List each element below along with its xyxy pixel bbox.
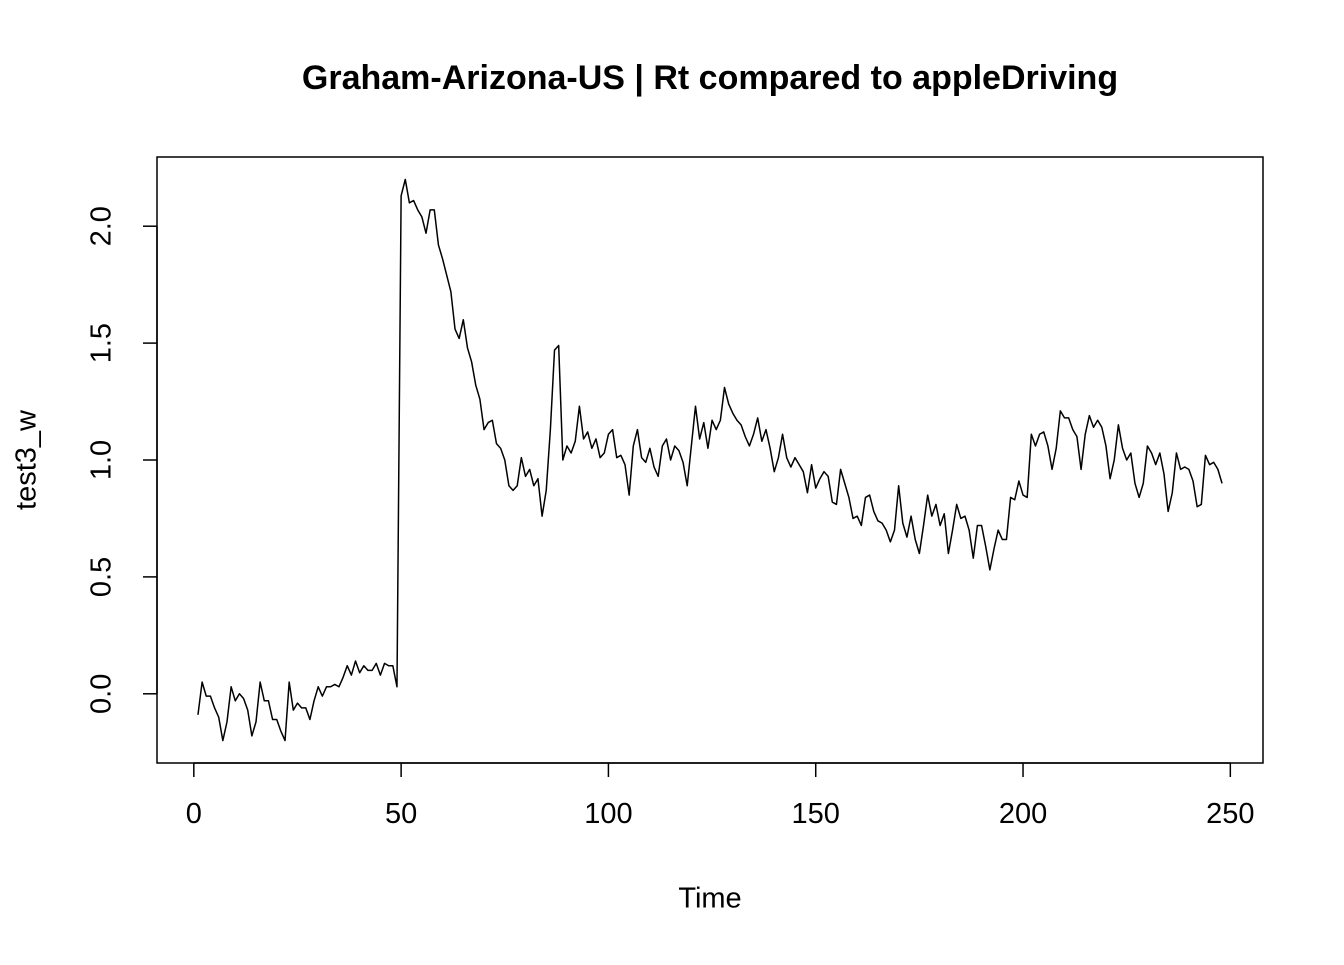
y-tick-label: 1.0 bbox=[86, 440, 118, 480]
x-tick-label: 0 bbox=[186, 798, 202, 830]
y-tick-label: 0.0 bbox=[86, 674, 118, 714]
x-tick-label: 150 bbox=[792, 798, 840, 830]
data-line bbox=[197, 178, 1223, 742]
x-tick-label: 200 bbox=[999, 798, 1047, 830]
x-tick-label: 50 bbox=[385, 798, 417, 830]
y-tick-label: 1.5 bbox=[86, 323, 118, 363]
y-tick-label: 0.5 bbox=[86, 557, 118, 597]
y-tick-label: 2.0 bbox=[86, 206, 118, 246]
y-axis-label: test3_w bbox=[11, 409, 43, 510]
chart-title: Graham-Arizona-US | Rt compared to apple… bbox=[302, 59, 1118, 97]
x-axis-label: Time bbox=[678, 883, 741, 915]
x-tick-label: 100 bbox=[584, 798, 632, 830]
x-tick-label: 250 bbox=[1206, 798, 1254, 830]
